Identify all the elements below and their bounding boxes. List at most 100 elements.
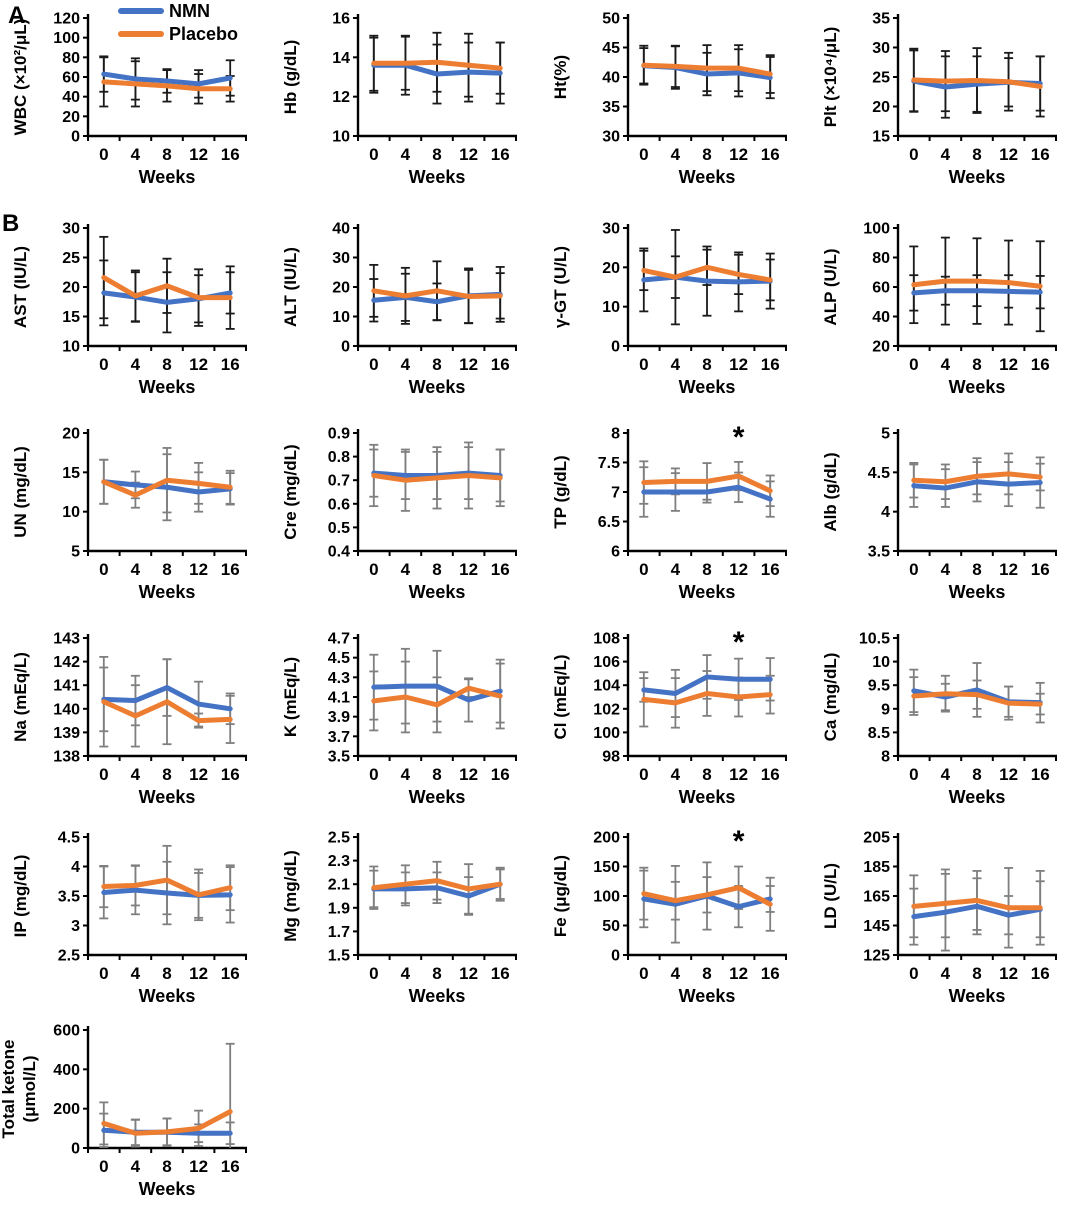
x-tick-label: 0: [369, 145, 378, 164]
x-tick-label: 8: [972, 355, 981, 374]
y-tick-label: 20: [62, 426, 80, 443]
chart-ld: 125 145 165 185 205 0 4 8 12 16 LD (U/L) Weeks: [810, 825, 1080, 1025]
chart-ast-svg: 10 15 20 25 30 0 4 8 12 16 AST (IU/L) Weeks: [11, 221, 247, 397]
y-tick-label: 15: [62, 465, 80, 482]
x-tick-label: 8: [162, 355, 171, 374]
y-axis-label: Ht(%): [551, 55, 570, 99]
y-tick-label: 10: [332, 309, 350, 326]
y-tick-label: 20: [872, 99, 890, 116]
x-tick-label: 16: [221, 1157, 240, 1176]
y-tick-label: 35: [602, 99, 620, 116]
y-axis-label-text: Hb (g/dL): [281, 40, 300, 115]
chart-alb-svg: 3.5 4 4.5 5 0 4 8 12 16 Alb (g/dL) Weeks: [821, 426, 1057, 602]
x-axis-label-text: Weeks: [679, 167, 736, 187]
chart-ketone: 0 200 400 600 0 4 8 12 16 Total ketone (μmol/L) Wee…: [0, 1018, 270, 1217]
y-tick-label: 30: [602, 129, 620, 146]
x-tick-label: 12: [459, 560, 478, 579]
y-tick-label: 12: [332, 89, 350, 106]
x-tick-label: 16: [1031, 765, 1050, 784]
axes: 10 12 14 16 0 4 8 12 16: [332, 11, 517, 164]
chart-un: 5 10 15 20 0 4 8 12 16 UN (mg/dL) Weeks: [0, 421, 270, 621]
y-axis-label: Cl (mEq/L): [551, 655, 570, 740]
chart-ht-svg: 30 35 40 45 50 0 4 8 12 16 Ht(%) Weeks: [551, 11, 787, 187]
x-axis-label-text: Weeks: [139, 986, 196, 1006]
series-line-placebo: [641, 264, 773, 283]
y-tick-label: 8.5: [868, 725, 890, 742]
y-axis-label: IP (mg/dL): [11, 855, 30, 938]
series-line-nmn: [911, 479, 1043, 491]
chart-ca: 8 8.5 9 9.5 10 10.5 0 4 8 12 16 Ca (mg/dL) Weeks: [810, 626, 1080, 826]
y-tick-label: 15: [62, 309, 80, 326]
series-line-placebo: [101, 877, 233, 898]
x-tick-label: 16: [221, 145, 240, 164]
chart-ht: 30 35 40 45 50 0 4 8 12 16 Ht(%) Weeks: [540, 6, 810, 206]
x-tick-label: 12: [729, 964, 748, 983]
x-axis-label-text: Weeks: [679, 377, 736, 397]
series-line-nmn: [371, 881, 503, 899]
y-tick-label: 0: [611, 948, 620, 965]
x-tick-label: 0: [99, 765, 108, 784]
error-bars: [99, 235, 235, 334]
y-tick-label: 10: [872, 654, 890, 671]
y-tick-label: 0: [71, 1141, 80, 1158]
y-tick-label: 10: [62, 339, 80, 356]
x-tick-label: 4: [131, 964, 141, 983]
axes: 138 139 140 141 142 143 0 4 8 12 16: [53, 631, 247, 784]
y-tick-label: 35: [872, 11, 890, 28]
x-tick-label: 4: [401, 145, 411, 164]
x-axis-label-text: Weeks: [139, 582, 196, 602]
y-tick-label: 0.5: [328, 520, 350, 537]
x-axis-label-text: Weeks: [679, 787, 736, 807]
y-axis-label: Na (mEq/L): [11, 652, 30, 742]
y-tick-label: 8: [611, 426, 620, 443]
x-tick-label: 8: [162, 560, 171, 579]
y-tick-label: 0: [71, 129, 80, 146]
x-tick-label: 8: [432, 560, 441, 579]
panel-a-label: A: [8, 2, 26, 29]
y-tick-label: 3.7: [328, 729, 350, 746]
x-tick-label: 12: [189, 1157, 208, 1176]
x-tick-label: 0: [909, 355, 918, 374]
x-axis-label: Weeks: [139, 167, 196, 187]
x-axis-label-text: Weeks: [409, 377, 466, 397]
axes: 10 15 20 25 30 0 4 8 12 16: [62, 221, 247, 374]
significance-asterisk: *: [733, 421, 745, 454]
axes: 20 40 60 80 100 0 4 8 12 16: [863, 221, 1057, 374]
x-tick-label: 8: [162, 765, 171, 784]
y-axis-label-text: Mg (mg/dL): [281, 850, 300, 942]
series-line-nmn: [911, 288, 1043, 296]
x-tick-label: 4: [671, 560, 681, 579]
x-tick-label: 12: [459, 355, 478, 374]
y-tick-label: 139: [53, 725, 80, 742]
y-axis-label-text: Na (mEq/L): [11, 652, 30, 742]
y-tick-label: 40: [602, 70, 620, 87]
x-tick-label: 8: [702, 560, 711, 579]
y-tick-label: 1.7: [328, 924, 350, 941]
x-tick-label: 4: [131, 560, 141, 579]
y-tick-label: 5: [71, 544, 80, 561]
x-axis-label-text: Weeks: [949, 787, 1006, 807]
y-tick-label: 0.4: [328, 544, 350, 561]
x-tick-label: 12: [729, 765, 748, 784]
x-tick-label: 16: [491, 765, 510, 784]
y-tick-label: 0.7: [328, 473, 350, 490]
y-tick-label: 0: [611, 339, 620, 356]
y-axis-label: UN (mg/dL): [11, 446, 30, 538]
series-line-placebo: [101, 275, 233, 301]
x-tick-label: 12: [459, 145, 478, 164]
x-axis-label: Weeks: [949, 582, 1006, 602]
axes: 0 10 20 30 0 4 8 12 16: [602, 221, 787, 374]
y-tick-label: 100: [863, 221, 890, 238]
y-tick-label: 3.5: [328, 749, 350, 766]
series-line-placebo: [641, 62, 773, 77]
x-tick-label: 16: [761, 964, 780, 983]
axes: 5 10 15 20 0 4 8 12 16: [62, 426, 247, 579]
x-axis-label: Weeks: [679, 582, 736, 602]
axes: 30 35 40 45 50 0 4 8 12 16: [602, 11, 787, 164]
series-line-placebo: [101, 79, 233, 92]
x-tick-label: 0: [369, 964, 378, 983]
y-tick-label: 120: [53, 11, 80, 28]
y-axis-label: Alb (g/dL): [821, 452, 840, 531]
y-tick-label: 60: [872, 280, 890, 297]
